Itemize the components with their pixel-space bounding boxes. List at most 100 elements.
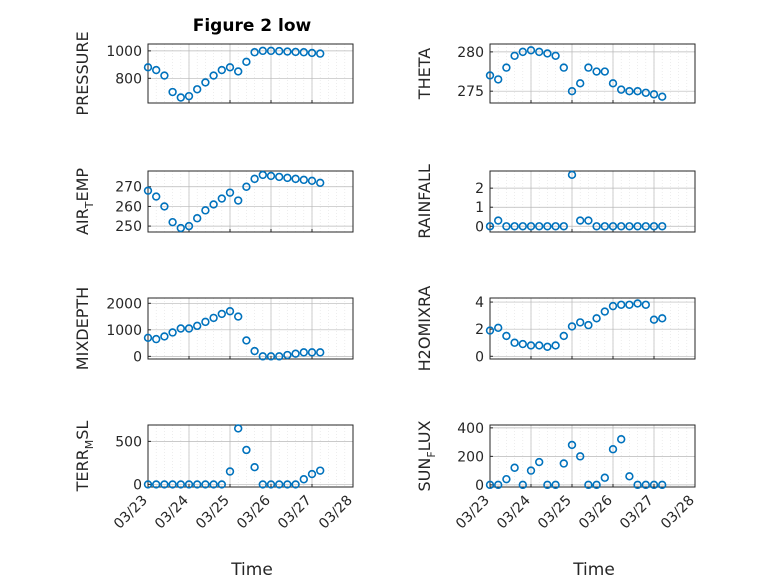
data-point	[633, 222, 642, 231]
data-point	[176, 480, 186, 489]
data-point	[575, 452, 585, 461]
data-point	[234, 196, 243, 205]
subplot-1: 800 1000 PRESSURE	[73, 31, 354, 116]
data-point	[649, 315, 659, 324]
data-point	[534, 222, 544, 231]
y-tick-label: 0	[475, 219, 484, 235]
x-axis-label-left: Time	[230, 560, 273, 580]
data-point	[143, 63, 153, 72]
data-point	[543, 342, 552, 351]
data-point	[534, 457, 544, 467]
data-point	[657, 480, 667, 490]
subplot-7: 0 500 TERRMSL 03/23 03/24 03/25 03/26 03/27 03/2…	[73, 421, 356, 533]
y-axis-label: SUNFLUX	[415, 420, 438, 491]
data-point	[616, 300, 626, 309]
axes-box	[489, 424, 696, 488]
data-point	[193, 85, 202, 94]
data-point	[184, 91, 194, 101]
data-point	[217, 309, 227, 319]
data-point	[266, 46, 276, 56]
y-tick-label: 1000	[106, 323, 142, 339]
data-point	[625, 86, 634, 96]
data-point	[625, 222, 634, 231]
data-point	[625, 300, 634, 309]
data-point	[657, 92, 667, 101]
data-point	[592, 314, 601, 323]
data-point	[250, 174, 259, 184]
data-point	[258, 170, 267, 180]
data-point	[600, 67, 609, 76]
data-point	[184, 324, 194, 333]
data-point	[551, 222, 560, 231]
data-point	[299, 348, 308, 357]
data-point	[584, 320, 593, 330]
data-point	[242, 445, 251, 455]
data-point	[584, 216, 593, 225]
data-point	[266, 352, 276, 361]
data-point	[242, 336, 251, 345]
data-point	[502, 474, 511, 484]
data-point	[641, 222, 650, 231]
y-axis-label: MIXDEPTH	[73, 287, 92, 370]
data-point	[551, 51, 560, 60]
data-point	[518, 222, 527, 231]
data-point	[234, 67, 243, 76]
data-point	[592, 480, 601, 490]
data-point	[559, 63, 568, 72]
data-point	[641, 480, 650, 490]
data-point	[608, 222, 618, 231]
data-point	[160, 71, 169, 80]
y-tick-label: 200	[457, 449, 484, 465]
x-tick-label: 03/27	[275, 493, 315, 533]
data-point	[152, 65, 161, 75]
data-point	[616, 85, 626, 94]
data-point	[600, 222, 609, 231]
x-tick-label: 03/24	[494, 492, 534, 532]
y-tick-label: 0	[475, 349, 484, 365]
data-point	[275, 352, 284, 361]
y-tick-label: 500	[115, 434, 142, 450]
data-point	[657, 314, 667, 323]
data-point	[649, 222, 659, 231]
data-point	[266, 480, 276, 489]
data-point	[160, 332, 169, 341]
data-point	[291, 174, 300, 184]
data-point	[649, 480, 659, 490]
data-point	[567, 170, 577, 180]
data-point	[291, 349, 300, 358]
y-tick-label: 275	[457, 84, 484, 100]
data-point	[307, 48, 317, 58]
data-point	[559, 459, 568, 468]
data-point	[225, 63, 235, 72]
data-point	[184, 221, 194, 231]
data-point	[316, 466, 325, 475]
axes-box	[489, 43, 696, 104]
y-axis-label: AIRTEMP	[73, 168, 96, 235]
data-point	[307, 469, 317, 479]
data-point	[307, 348, 317, 357]
data-point	[307, 176, 317, 186]
data-point	[608, 301, 618, 311]
axes-box	[147, 297, 354, 360]
data-point	[526, 222, 536, 231]
data-point	[242, 57, 251, 67]
figure-title: Figure 2 low	[193, 16, 312, 36]
data-point	[592, 67, 601, 76]
data-point	[152, 334, 161, 344]
data-point	[543, 480, 552, 490]
y-tick-label: 2000	[106, 296, 142, 312]
data-point	[275, 480, 284, 489]
axes-box	[489, 170, 696, 233]
data-point	[275, 172, 284, 182]
y-tick-label: 0	[133, 477, 142, 493]
data-point	[168, 328, 177, 337]
data-point	[518, 480, 527, 490]
y-axis-label: TERRMSL	[73, 421, 96, 493]
data-point	[494, 323, 503, 333]
data-point	[299, 475, 308, 484]
data-point	[143, 480, 153, 489]
data-point	[616, 222, 626, 231]
data-point	[551, 480, 560, 490]
data-point	[502, 63, 511, 72]
